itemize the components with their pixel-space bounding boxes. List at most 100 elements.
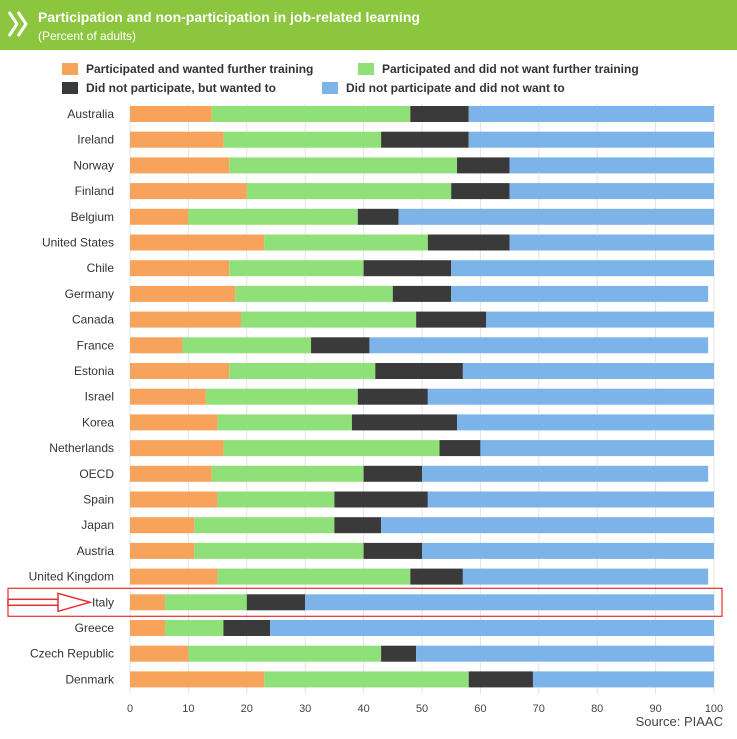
bar-segment-series-1	[240, 311, 417, 328]
bar-segment-series-0	[130, 311, 241, 328]
bar-segment-series-3	[451, 260, 714, 277]
bar-segment-series-1	[211, 465, 364, 482]
bar-segment-series-0	[130, 568, 218, 585]
bar-segment-series-0	[130, 620, 166, 636]
bar-segment-series-2	[439, 440, 481, 457]
category-label: Chile	[87, 261, 115, 275]
bar-segment-series-2	[334, 517, 382, 534]
bar-segment-series-1	[211, 106, 411, 122]
bar-segment-series-2	[410, 568, 463, 585]
bar-segment-series-2	[363, 542, 422, 559]
bar-segment-series-0	[130, 260, 230, 277]
category-label: Norway	[73, 158, 114, 172]
category-label: Czech Republic	[30, 647, 114, 661]
x-tick-label: 30	[299, 703, 311, 715]
bar-segment-series-0	[130, 465, 212, 482]
bar-segment-series-2	[381, 131, 469, 148]
bar-segment-series-1	[165, 594, 247, 611]
bar-segment-series-3	[422, 542, 714, 559]
category-label: Germany	[65, 287, 114, 301]
bar-segment-series-0	[130, 388, 206, 405]
bar-segment-series-0	[130, 183, 247, 200]
bar-segment-series-1	[223, 131, 382, 148]
bar-segment-series-2	[427, 234, 510, 251]
chart-header: Participation and non-participation in j…	[0, 0, 737, 50]
bar-segment-series-1	[246, 183, 452, 200]
bar-segment-series-3	[486, 311, 714, 328]
legend-label: Did not participate, but wanted to	[86, 81, 276, 95]
bar-segment-series-0	[130, 542, 195, 559]
bar-segment-series-1	[217, 414, 352, 431]
legend-label: Did not participate and did not want to	[346, 81, 565, 95]
bar-segment-series-0	[130, 517, 195, 534]
bar-segment-series-0	[130, 208, 189, 225]
bar-segment-series-1	[217, 568, 411, 585]
x-tick-label: 20	[241, 703, 253, 715]
bar-segment-series-1	[217, 491, 335, 508]
bar-segment-series-2	[246, 594, 306, 611]
legend-label: Participated and did not want further tr…	[382, 62, 639, 76]
category-label: Greece	[75, 621, 115, 635]
category-label: Netherlands	[49, 441, 114, 455]
bar-segment-series-1	[264, 234, 428, 251]
x-tick-label: 80	[591, 703, 603, 715]
x-tick-label: 0	[127, 703, 133, 715]
bar-segment-series-3	[509, 183, 714, 200]
category-label: Japan	[81, 518, 114, 532]
bar-segment-series-1	[223, 440, 440, 457]
bar-segment-series-2	[468, 671, 533, 688]
category-label: Canada	[72, 313, 114, 327]
bar-segment-series-2	[457, 157, 510, 174]
bar-segment-series-3	[422, 465, 709, 482]
bar-segment-series-0	[130, 491, 218, 508]
x-tick-label: 50	[416, 703, 428, 715]
bar-segment-series-1	[194, 517, 335, 534]
bar-segment-series-0	[130, 363, 230, 379]
highlight-arrow-icon	[7, 592, 93, 613]
chart-subtitle: (Percent of adults)	[38, 29, 137, 43]
category-label: Australia	[67, 107, 114, 121]
bar-segment-series-3	[451, 285, 709, 302]
double-chevron-icon	[7, 11, 28, 37]
bar-segment-series-0	[130, 594, 166, 611]
bar-segment-series-3	[462, 363, 714, 379]
bar-segment-series-1	[165, 620, 224, 636]
legend-item-not-participated-not-wanted: Did not participate and did not want to	[322, 81, 565, 95]
bar-segment-series-0	[130, 440, 224, 457]
bar-segment-series-2	[351, 414, 458, 431]
category-label: Finland	[75, 184, 114, 198]
legend-item-participated-not-wanted: Participated and did not want further tr…	[358, 62, 639, 76]
bar-segment-series-1	[205, 388, 358, 405]
x-tick-label: 70	[533, 703, 545, 715]
category-label: Israel	[85, 390, 114, 404]
category-label: Spain	[83, 493, 114, 507]
bar-segment-series-3	[427, 491, 714, 508]
category-label: Ireland	[77, 133, 114, 147]
category-label: France	[77, 338, 115, 352]
bar-segment-series-3	[468, 106, 714, 122]
bar-segment-series-0	[130, 131, 224, 148]
legend-swatch	[322, 82, 338, 94]
x-tick-label: 10	[182, 703, 194, 715]
bar-segment-series-3	[427, 388, 714, 405]
x-tick-label: 90	[649, 703, 661, 715]
bar-segment-series-3	[416, 645, 714, 662]
bar-segment-series-2	[357, 208, 399, 225]
bar-segment-series-2	[381, 645, 417, 662]
bar-segment-series-1	[229, 157, 458, 174]
bar-segment-series-0	[130, 157, 230, 174]
category-label: Denmark	[65, 672, 115, 686]
category-label: Austria	[77, 544, 115, 558]
bar-segment-series-2	[392, 285, 452, 302]
bar-segment-series-1	[229, 260, 364, 277]
bar-segment-series-2	[375, 363, 463, 379]
category-label: OECD	[79, 467, 114, 481]
bar-segment-series-3	[369, 337, 709, 354]
category-label: United Kingdom	[29, 570, 114, 584]
bar-segment-series-1	[188, 645, 382, 662]
bar-segment-series-1	[194, 542, 364, 559]
bar-segment-series-1	[264, 671, 469, 688]
bar-segment-series-2	[363, 465, 422, 482]
bar-segment-series-2	[334, 491, 428, 508]
category-label: Belgium	[71, 210, 114, 224]
